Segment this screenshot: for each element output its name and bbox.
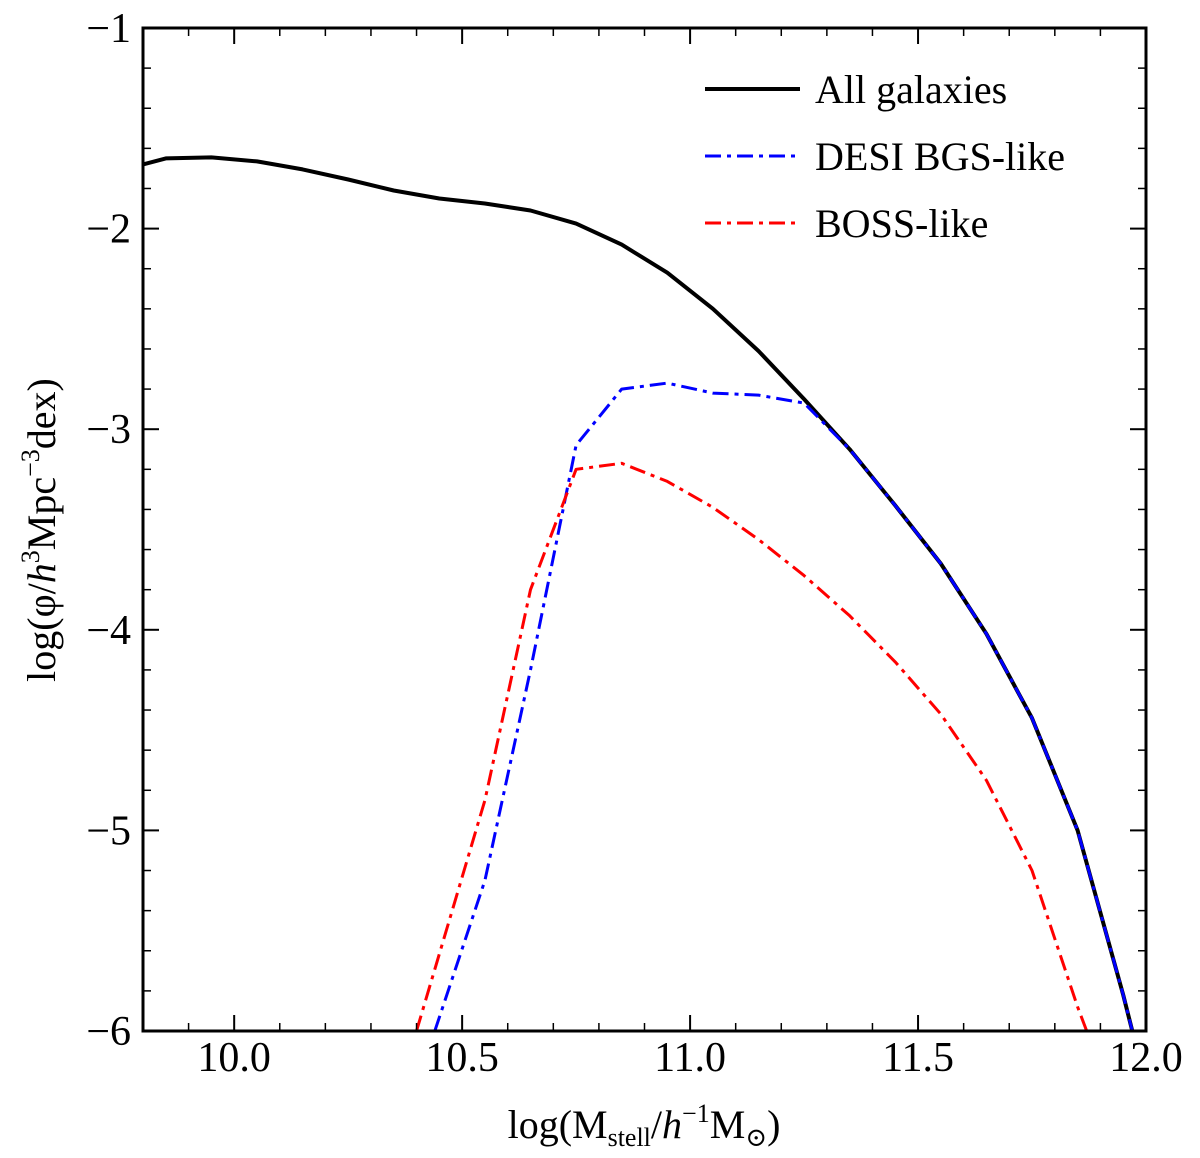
ticks-layer — [142, 27, 1147, 1032]
legend-label-1: All galaxies — [815, 67, 1007, 112]
labels-layer: 10.0 10.5 11.0 11.5 12.0 −6 −5 −4 −3 −2 −1 — [86, 6, 1182, 1081]
y-tick-label: −1 — [86, 6, 131, 52]
series-line-2 — [433, 381, 1134, 1031]
legend-label-3: BOSS-like — [815, 201, 988, 246]
y-tick-label: −5 — [86, 808, 131, 854]
x-tick-label: 11.0 — [654, 1035, 726, 1081]
legend-label-2: DESI BGS-like — [815, 134, 1065, 179]
y-axis-label: log(φ/h3Mpc−3dex) — [16, 378, 64, 682]
x-tick-label: 10.5 — [425, 1035, 499, 1081]
series-line-3 — [415, 461, 1089, 1031]
series-layer — [143, 155, 1135, 1031]
y-tick-label: −2 — [86, 207, 131, 253]
y-tick-label: −6 — [86, 1009, 131, 1055]
x-tick-label: 12.0 — [1109, 1035, 1183, 1081]
x-axis-label: log(Mstell/h−1M⊙) — [508, 1099, 781, 1152]
legend: All galaxies DESI BGS-like BOSS-like — [705, 67, 1065, 246]
y-tick-label: −4 — [86, 608, 131, 654]
y-tick-label: −3 — [86, 407, 131, 453]
series-line-1 — [143, 155, 1135, 1031]
x-tick-label: 10.0 — [197, 1035, 271, 1081]
x-tick-label: 11.5 — [882, 1035, 954, 1081]
